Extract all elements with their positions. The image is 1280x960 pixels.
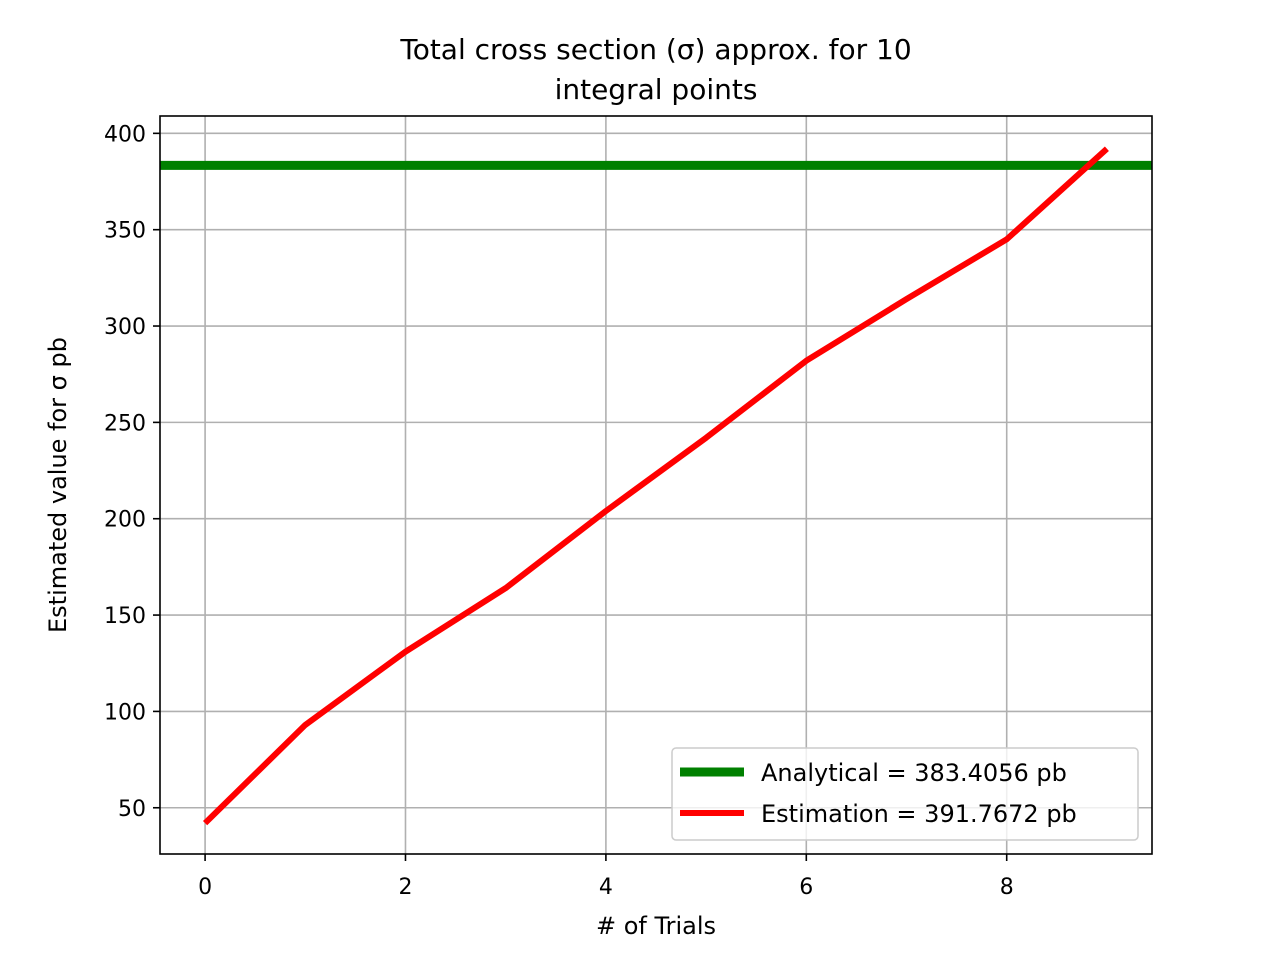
y-tick-label: 250 [104,411,146,436]
x-tick-label: 8 [1000,875,1014,900]
y-axis-label: Estimated value for σ pb [44,337,72,633]
y-tick-label: 150 [104,604,146,629]
legend-label-analytical: Analytical = 383.4056 pb [761,759,1067,787]
ticks: 0 2 4 6 8 50 100 150 200 250 300 350 400 [104,122,1014,900]
chart-title-line-2: integral points [555,73,758,106]
y-tick-label: 50 [118,797,146,822]
y-tick-label: 300 [104,315,146,340]
legend-box [671,747,1139,841]
x-tick-label: 0 [198,875,212,900]
x-tick-label: 6 [799,875,813,900]
y-tick-label: 100 [104,700,146,725]
x-tick-label: 2 [398,875,412,900]
plot-frame [159,115,1153,855]
y-tick-label: 400 [104,122,146,147]
estimation-line [202,146,1109,826]
y-tick-label: 200 [104,508,146,533]
legend: Analytical = 383.4056 pb Estimation = 39… [671,747,1139,841]
grid [160,116,1152,854]
chart-title-line-1: Total cross section (σ) approx. for 10 [399,33,911,66]
legend-label-estimation: Estimation = 391.7672 pb [761,800,1077,828]
x-tick-label: 4 [599,875,613,900]
y-tick-label: 350 [104,219,146,244]
x-axis-label: # of Trials [596,912,716,940]
series-layer [160,146,1152,826]
